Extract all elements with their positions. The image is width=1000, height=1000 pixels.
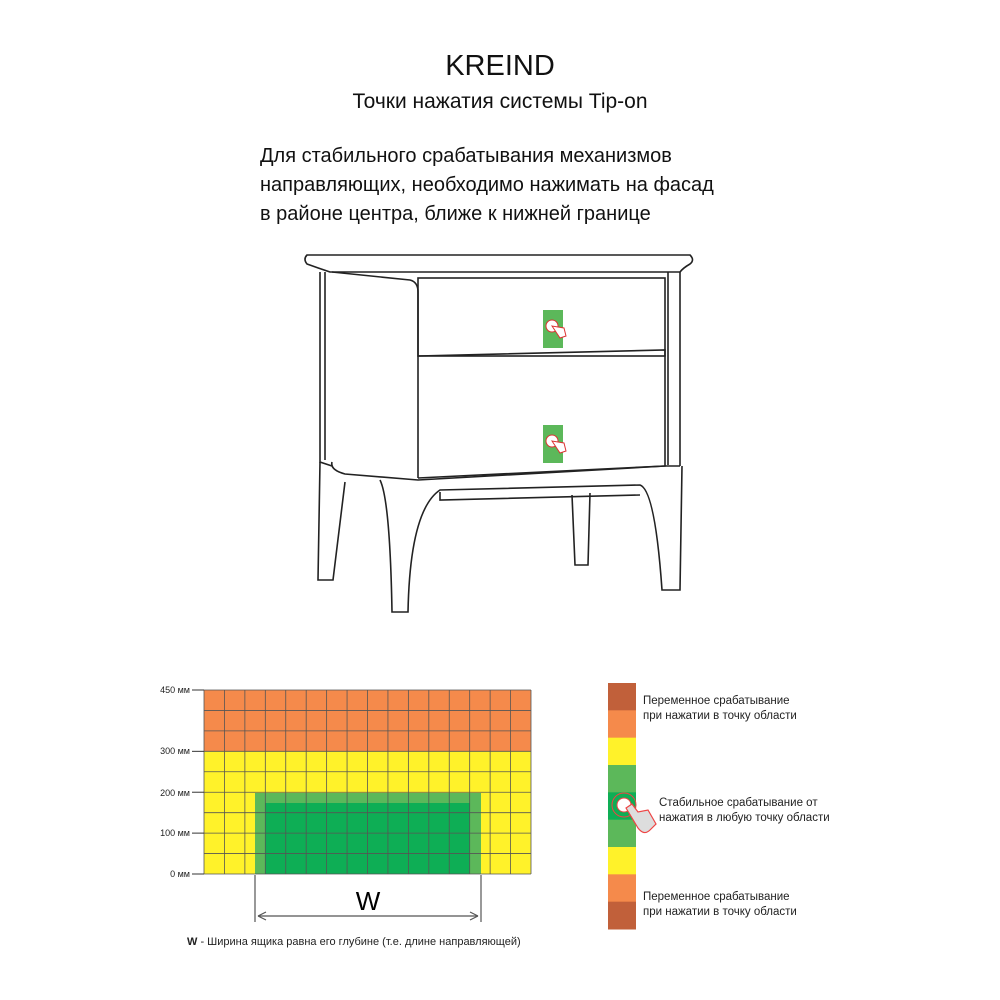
press-zone-marker-top [543, 310, 567, 348]
y-label: 200 мм [160, 788, 190, 798]
press-zone-grid [192, 689, 532, 875]
footnote-symbol: W [187, 936, 198, 948]
hand-press-icon [611, 792, 657, 834]
legend-segment [608, 765, 636, 793]
legend-bottom: Переменное срабатывание при нажатии в точ… [643, 890, 797, 920]
legend-segment [608, 737, 636, 766]
legend-segment [608, 874, 636, 903]
legend-text: Переменное срабатывание [643, 695, 790, 707]
legend-text: Переменное срабатывание [643, 891, 790, 903]
legend-top: Переменное срабатывание при нажатии в точ… [643, 694, 797, 724]
y-label: 0 мм [170, 869, 190, 879]
legend-segment [608, 847, 636, 875]
description-line: в районе центра, ближе к нижней границе [260, 203, 651, 225]
brand-title: KREIND [445, 50, 555, 82]
width-symbol: W [356, 886, 381, 916]
footnote-text: - Ширина ящика равна его глубине (т.е. д… [197, 936, 521, 948]
legend-segment [608, 901, 636, 930]
description-line: направляющих, необходимо нажимать на фас… [260, 174, 714, 196]
legend-segment [608, 819, 636, 848]
nightstand-drawing [304, 254, 694, 613]
subtitle: Точки нажатия системы Tip-on [352, 90, 648, 113]
legend-text: при нажатии в точку области [643, 710, 797, 722]
legend-segment [608, 710, 636, 739]
press-zone-marker-bottom [543, 425, 567, 463]
hand-press-icon [550, 440, 567, 454]
y-label: 300 мм [160, 746, 190, 756]
legend-text: нажатия в любую точку области [659, 812, 830, 824]
legend-middle: Стабильное срабатывание от нажатия в любу… [659, 796, 830, 826]
legend-segment [608, 683, 636, 711]
y-label: 100 мм [160, 828, 190, 838]
footnote: W - Ширина ящика равна его глубине (т.е.… [187, 936, 521, 948]
legend-color-bar [608, 683, 636, 930]
description-line: Для стабильного срабатывания механизмов [260, 145, 672, 167]
hand-press-icon [550, 325, 567, 339]
legend-text: Стабильное срабатывание от [659, 797, 818, 809]
width-dimension [254, 875, 482, 922]
legend-text: при нажатии в точку области [643, 906, 797, 918]
y-label: 450 мм [160, 685, 190, 695]
